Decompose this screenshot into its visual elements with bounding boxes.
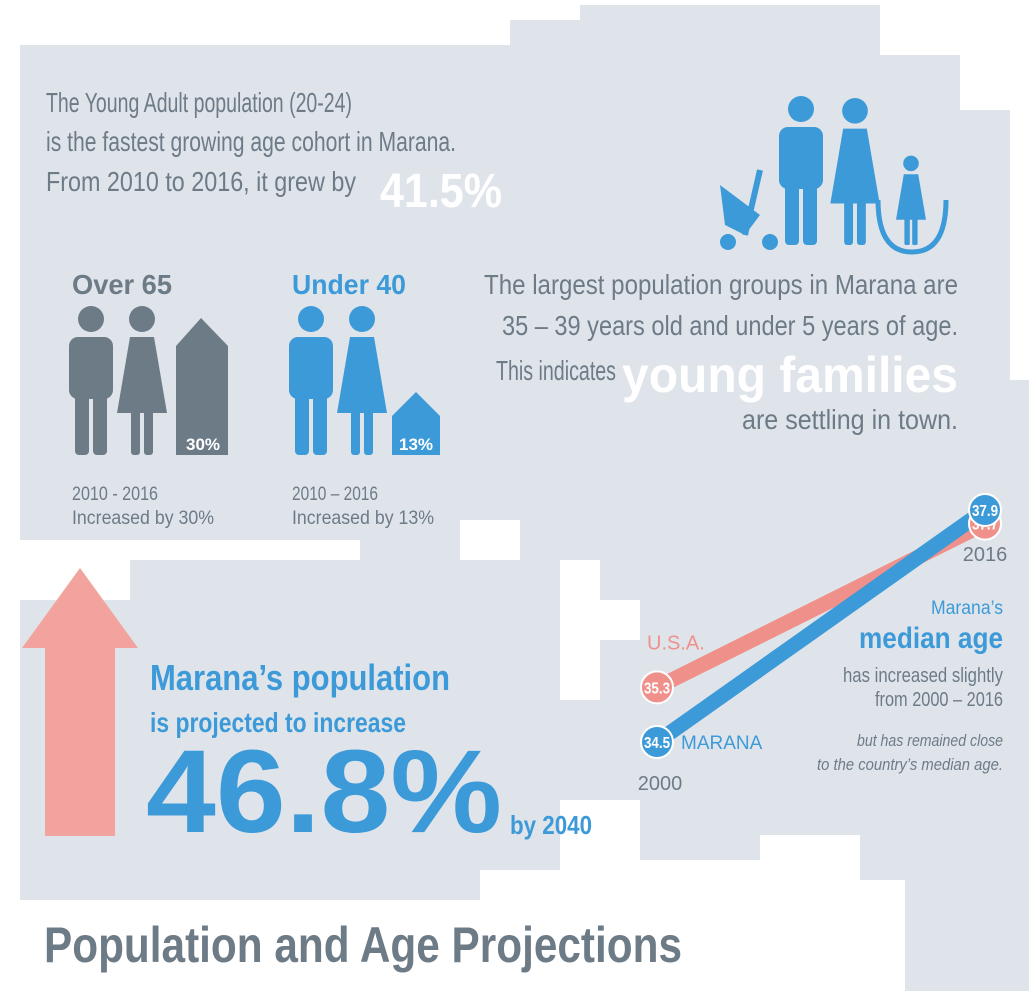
- projection-suffix: by 2040: [510, 810, 592, 840]
- group-icon: [69, 306, 228, 455]
- point: [968, 493, 1002, 527]
- point-label: 34.5: [644, 735, 670, 752]
- series-name: U.S.A.: [647, 632, 705, 654]
- projection-text: Marana’s population: [150, 657, 450, 698]
- intro-highlight: 41.5%: [380, 165, 502, 218]
- median-text: from 2000 – 2016: [875, 689, 1003, 711]
- group-icon: [289, 306, 440, 455]
- point-label: 35.3: [644, 680, 670, 697]
- intro-text: From 2010 to 2016, it grew by: [46, 166, 356, 197]
- page-title: Population and Age Projections: [44, 917, 682, 973]
- intro-text: The Young Adult population (20-24): [46, 87, 352, 118]
- group-badge: 30%: [186, 435, 220, 454]
- group-note: Increased by 30%: [72, 508, 214, 529]
- group-title: Under 40: [292, 269, 406, 300]
- group-note: Increased by 13%: [292, 508, 434, 529]
- series-line: [652, 503, 990, 749]
- map-background: [20, 560, 560, 900]
- median-text: has increased slightly: [843, 665, 1003, 687]
- x-label: 2016: [963, 544, 1008, 566]
- median-note: to the country’s median age.: [817, 755, 1003, 774]
- series-name: MARANA: [681, 733, 763, 754]
- families-text: 35 – 39 years old and under 5 years of a…: [502, 310, 958, 341]
- growth-arrow: [22, 568, 138, 836]
- median-note: but has remained close: [857, 731, 1003, 750]
- median-heading: median age: [859, 622, 1003, 655]
- point: [640, 670, 674, 705]
- families-text: This indicates: [496, 355, 616, 386]
- intro-text: is the fastest growing age cohort in Mar…: [46, 126, 456, 157]
- families-highlight: young families: [622, 347, 958, 403]
- group-period: 2010 – 2016: [292, 484, 378, 505]
- families-text: are settling in town.: [742, 404, 958, 435]
- x-label: 2000: [638, 773, 683, 795]
- projection-value: 46.8%: [146, 726, 502, 858]
- map-background: [20, 5, 1029, 991]
- median-text: Marana’s: [931, 598, 1003, 619]
- point: [640, 725, 674, 759]
- family-icon: [720, 96, 949, 255]
- projection-text: is projected to increase: [150, 707, 406, 738]
- families-text: The largest population groups in Marana …: [484, 269, 958, 300]
- group-badge: 13%: [399, 435, 433, 454]
- group-title: Over 65: [72, 269, 172, 300]
- group-period: 2010 - 2016: [72, 484, 158, 505]
- point-label: 37.9: [972, 503, 998, 520]
